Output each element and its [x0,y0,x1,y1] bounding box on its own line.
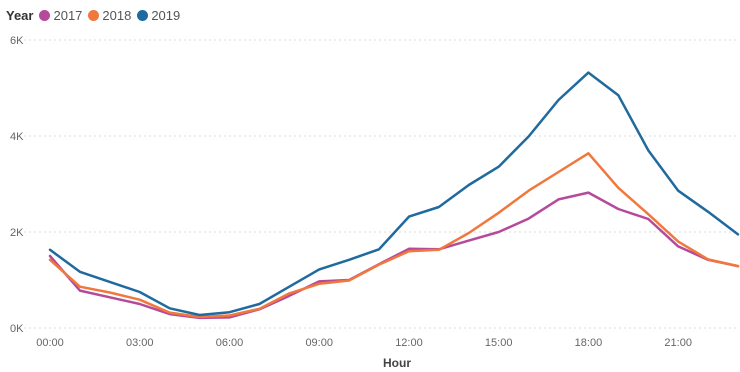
legend-dot-icon [39,9,51,21]
legend-item-2019[interactable]: 2019 [137,8,180,23]
y-tick-label: 6K [10,35,24,47]
x-tick-label: 21:00 [664,337,692,349]
x-tick-label: 03:00 [126,337,154,349]
x-tick-label: 06:00 [216,337,244,349]
legend-item-2018[interactable]: 2018 [88,8,131,23]
y-axis: 0K 2K 4K 6K [10,35,24,335]
legend-dot-icon [137,9,149,21]
chart-legend: Year 2017 2018 2019 [6,5,186,25]
x-tick-label: 15:00 [485,337,513,349]
legend-label: 2017 [53,7,83,23]
x-tick-label: 12:00 [395,337,423,349]
y-tick-label: 4K [10,131,24,143]
x-tick-label: 00:00 [36,337,64,349]
series-line-2018[interactable] [48,152,740,319]
series-lines [48,71,740,320]
legend-label: 2018 [102,7,132,23]
legend-item-2017[interactable]: 2017 [39,8,82,23]
x-tick-label: 09:00 [305,337,333,349]
x-tick-label: 18:00 [575,337,603,349]
x-axis-title: Hour [383,356,411,370]
y-tick-label: 2K [10,227,24,239]
series-line-2019[interactable] [48,71,740,317]
series-line-2017[interactable] [48,191,740,320]
legend-dot-icon [88,9,100,21]
gridlines [14,39,738,329]
legend-label: 2019 [151,7,181,23]
y-tick-label: 0K [10,323,24,335]
legend-title: Year [6,7,34,23]
x-axis: 00:00 03:00 06:00 09:00 12:00 15:00 18:00 21:00 [36,337,692,349]
